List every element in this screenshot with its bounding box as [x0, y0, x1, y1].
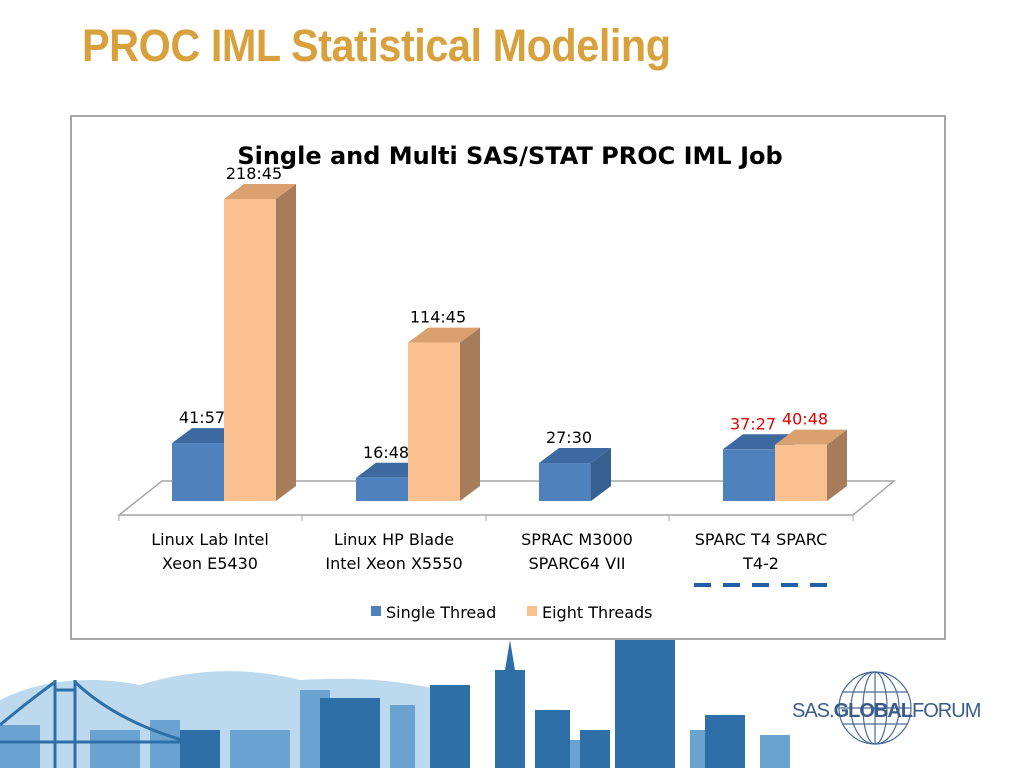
category-label: Linux HP Blade	[334, 530, 454, 549]
data-label: 41:57	[179, 408, 225, 427]
legend-swatch-single	[371, 606, 381, 616]
chart-frame: Single and Multi SAS/STAT PROC IML Job 4…	[70, 115, 946, 640]
bar-eight-1	[408, 327, 480, 501]
globe-icon	[838, 671, 912, 745]
city-skyline-banner	[0, 640, 790, 768]
bar-eight-3	[775, 429, 847, 501]
category-label: Linux Lab Intel	[151, 530, 269, 549]
chart: Single and Multi SAS/STAT PROC IML Job 4…	[116, 142, 897, 622]
bar-eight-0	[224, 184, 296, 501]
data-label: 27:30	[546, 428, 592, 447]
data-label: 37:27	[730, 414, 776, 433]
legend-swatch-eight	[527, 606, 537, 616]
chart-title: Single and Multi SAS/STAT PROC IML Job	[237, 142, 782, 170]
data-label: 16:48	[363, 443, 409, 462]
slide-title: PROC IML Statistical Modeling	[82, 20, 671, 71]
legend-label-eight: Eight Threads	[542, 603, 653, 622]
data-label: 40:48	[782, 410, 828, 429]
legend: Single Thread Eight Threads	[371, 603, 653, 622]
category-label: SPARC64 VII	[528, 554, 625, 573]
category-label: SPARC T4 SPARC	[695, 530, 828, 549]
category-label: Xeon E5430	[162, 554, 258, 573]
category-label: T4-2	[742, 554, 779, 573]
chart-floor	[116, 480, 897, 516]
legend-label-single: Single Thread	[386, 603, 496, 622]
category-label: SPRAC M3000	[521, 530, 633, 549]
svg-text:SAS.GLOBALFORUM: SAS.GLOBALFORUM	[792, 700, 981, 722]
bar-single-2	[539, 448, 611, 501]
sas-global-forum-logo: SAS.GLOBALFORUM	[792, 671, 982, 745]
data-label: 218:45	[226, 164, 282, 183]
data-label: 114:45	[410, 308, 466, 327]
category-label: Intel Xeon X5550	[325, 554, 462, 573]
